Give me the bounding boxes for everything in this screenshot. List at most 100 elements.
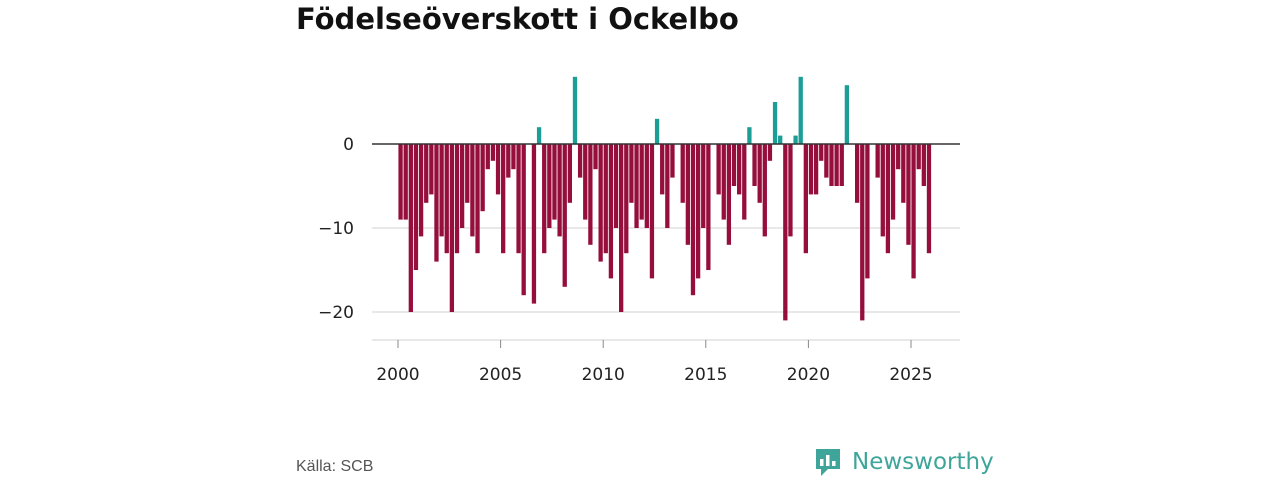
bar — [490, 144, 496, 161]
bar — [778, 135, 783, 144]
bar — [737, 144, 742, 195]
bar — [475, 144, 480, 254]
grid-lines — [372, 227, 960, 313]
bar — [747, 127, 752, 144]
bar — [911, 144, 916, 279]
newsworthy-logo-icon — [816, 449, 840, 476]
bar — [860, 144, 865, 321]
bar — [413, 144, 419, 270]
bar — [865, 144, 870, 279]
bar — [701, 144, 706, 228]
bar — [670, 144, 675, 178]
x-tick-label: 2015 — [684, 365, 727, 385]
bar — [624, 144, 629, 254]
bar — [577, 144, 583, 178]
bar — [896, 144, 901, 170]
x-tick-label: 2020 — [787, 365, 830, 385]
bar — [547, 144, 552, 228]
bar — [418, 144, 424, 237]
bar — [465, 144, 470, 203]
bar — [721, 144, 726, 220]
bar — [454, 144, 460, 254]
brand-name: Newsworthy — [852, 449, 994, 475]
bar — [813, 144, 819, 195]
x-tick-label: 2010 — [582, 365, 625, 385]
bar — [716, 144, 721, 195]
bar — [583, 144, 588, 220]
bar — [839, 144, 844, 186]
bar — [644, 144, 649, 228]
bar — [495, 144, 501, 195]
bar — [808, 144, 814, 195]
bar — [783, 144, 788, 321]
bar — [629, 144, 634, 203]
bar — [603, 144, 608, 254]
bar — [793, 135, 798, 144]
bar-chart: 0 −10 −20 2000 2005 2010 2015 2020 2025 — [318, 76, 960, 385]
bar — [562, 144, 567, 287]
bar — [398, 144, 403, 220]
bar — [706, 144, 711, 270]
bar — [542, 144, 547, 254]
bar — [819, 144, 824, 161]
bar — [665, 144, 670, 228]
bar — [921, 144, 926, 186]
bar — [875, 144, 880, 178]
bar — [567, 144, 573, 203]
bar — [501, 144, 506, 254]
bar — [531, 144, 537, 304]
bar — [634, 144, 639, 228]
bar — [619, 144, 624, 312]
bar — [798, 76, 803, 144]
y-axis-labels: 0 −10 −20 — [318, 135, 354, 323]
bar — [890, 144, 896, 220]
bar — [459, 144, 465, 228]
x-axis: 2000 2005 2010 2015 2020 2025 — [372, 339, 960, 385]
bar — [552, 144, 557, 220]
bar — [408, 144, 413, 312]
bar — [885, 144, 891, 254]
bar — [470, 144, 475, 237]
bar — [654, 118, 660, 144]
bar — [480, 144, 485, 212]
bar — [742, 144, 747, 220]
y-tick-label: −10 — [318, 219, 354, 239]
bar — [434, 144, 439, 262]
bar — [536, 127, 542, 144]
bar — [685, 144, 690, 245]
bar — [762, 144, 767, 237]
bar — [572, 76, 578, 144]
bar — [511, 144, 516, 170]
bar — [788, 144, 793, 237]
bar — [439, 144, 444, 237]
bar — [834, 144, 839, 186]
bar — [506, 144, 511, 178]
bar — [424, 144, 429, 203]
bar — [844, 85, 850, 144]
bar — [516, 144, 521, 254]
bar — [824, 144, 829, 178]
bar — [521, 144, 526, 296]
bar — [593, 144, 598, 170]
bar — [772, 102, 778, 144]
brand-logo[interactable]: Newsworthy — [814, 446, 994, 478]
bar — [926, 144, 932, 254]
bar — [485, 144, 490, 170]
source-label: Källa: SCB — [296, 458, 374, 475]
bar — [639, 144, 644, 220]
bar — [695, 144, 701, 279]
x-tick-label: 2005 — [479, 365, 522, 385]
bar — [588, 144, 593, 245]
bar — [444, 144, 449, 254]
bar — [598, 144, 603, 262]
bar — [880, 144, 885, 237]
bar — [731, 144, 737, 186]
bar — [906, 144, 911, 245]
bar — [803, 144, 808, 254]
y-tick-label: 0 — [343, 135, 354, 155]
bar — [680, 144, 685, 203]
bar — [757, 144, 762, 203]
bar — [403, 144, 408, 220]
bar — [429, 144, 434, 195]
x-tick-label: 2000 — [376, 365, 419, 385]
